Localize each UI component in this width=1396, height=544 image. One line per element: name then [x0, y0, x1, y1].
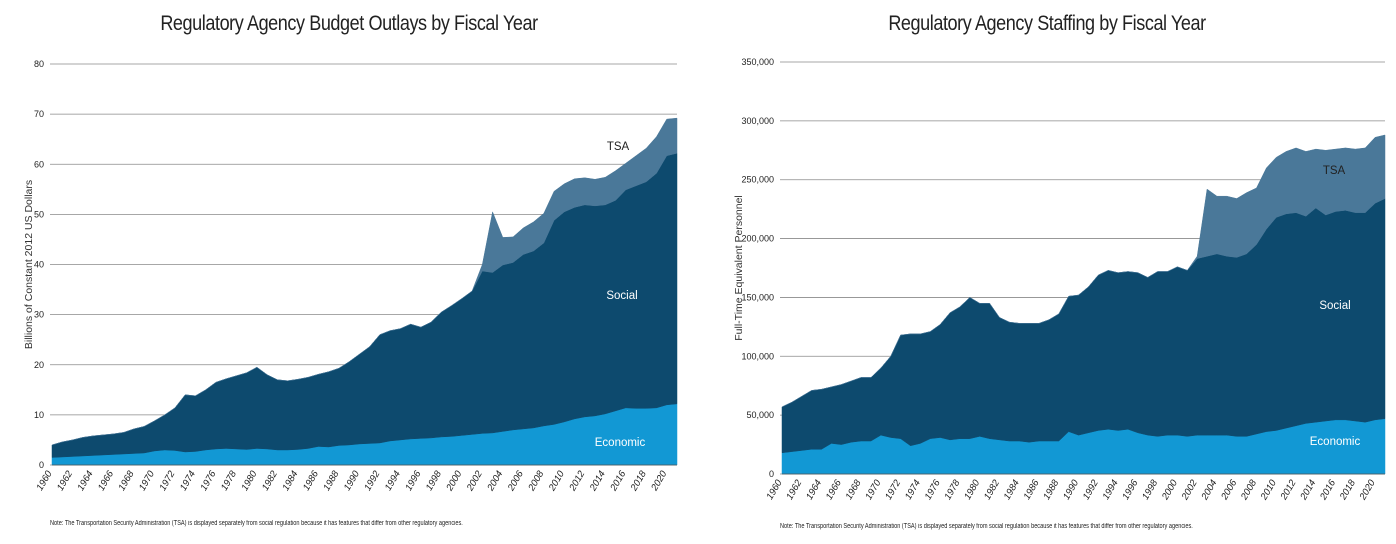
area-series-social: [781, 198, 1386, 454]
x-tick-label: 1964: [804, 478, 824, 502]
x-tick-label: 1998: [424, 468, 444, 492]
y-tick-label: 40: [34, 260, 44, 270]
y-tick-label: 0: [769, 469, 774, 479]
economic-area-label: Economic: [595, 437, 646, 449]
x-tick-label: 1976: [923, 477, 943, 501]
x-tick-label: 2018: [1337, 477, 1358, 502]
y-tick-label: 150,000: [741, 292, 774, 302]
y-tick-label: 80: [34, 59, 44, 69]
x-tick-label: 1990: [1061, 477, 1081, 501]
x-tick-label: 1996: [403, 468, 423, 492]
budget-chart-panel: Regulatory Agency Budget Outlays by Fisc…: [23, 12, 678, 527]
economic-area-label: Economic: [1310, 436, 1361, 448]
x-tick-label: 2006: [505, 468, 526, 493]
x-tick-label: 2002: [464, 468, 485, 493]
x-tick-label: 2020: [1357, 477, 1378, 502]
tsa-area-label: TSA: [607, 141, 630, 153]
x-tick-label: 1974: [903, 478, 923, 502]
area-series-tsa: [51, 117, 678, 446]
x-tick-label: 1998: [1140, 477, 1160, 501]
staffing-area-chart: 0 50,000 100,000 150,000 200,000 250,000 300,0…: [733, 57, 1386, 503]
x-tick-label: 1964: [75, 469, 95, 493]
x-tick-label: 1978: [219, 468, 239, 492]
x-tick-label: 2010: [546, 468, 567, 493]
y-axis-label: Billions of Constant 2012 US Dollars: [23, 180, 35, 349]
x-tick-label: 1984: [280, 469, 300, 493]
y-tick-label: 60: [34, 159, 44, 169]
x-tick-label: 1980: [962, 477, 982, 501]
social-area-label: Social: [606, 290, 637, 302]
x-tick-label: 2008: [526, 468, 547, 493]
y-tick-label: 200,000: [741, 234, 774, 244]
x-tick-label: 2010: [1258, 477, 1279, 502]
y-tick-label: 70: [34, 109, 44, 119]
area-series-tsa: [781, 134, 1386, 408]
x-tick-label: 1960: [765, 477, 785, 501]
y-tick-label: 50,000: [746, 410, 774, 420]
x-tick-label: 1992: [362, 468, 382, 492]
x-tick-label: 2014: [1298, 478, 1319, 503]
x-tick-label: 1976: [198, 468, 218, 492]
x-tick-label: 2000: [1159, 477, 1180, 502]
x-tick-label: 2002: [1179, 477, 1200, 502]
chart-title: Regulatory Agency Staffing by Fiscal Yea…: [888, 12, 1206, 35]
x-tick-label: 1966: [824, 477, 844, 501]
x-tick-label: 2016: [608, 468, 629, 493]
y-tick-label: 100,000: [741, 351, 774, 361]
x-tick-label: 1996: [1120, 477, 1140, 501]
x-tick-label: 1972: [883, 477, 903, 501]
x-tick-label: 2008: [1238, 477, 1259, 502]
x-tick-label: 1978: [942, 477, 962, 501]
x-tick-label: 1972: [157, 468, 177, 492]
x-tick-label: 1988: [1041, 477, 1061, 501]
chart-note: Note: The Transportation Security Admini…: [50, 520, 463, 527]
x-tick-label: 1980: [239, 468, 259, 492]
x-tick-label: 2004: [485, 469, 506, 494]
x-tick-label: 2016: [1318, 477, 1339, 502]
y-tick-label: 30: [34, 310, 44, 320]
chart-title: Regulatory Agency Budget Outlays by Fisc…: [160, 12, 538, 35]
x-tick-label: 1984: [1002, 478, 1022, 502]
chart-note: Note: The Transportation Security Admini…: [780, 523, 1193, 530]
y-tick-label: 250,000: [741, 175, 774, 185]
x-tick-label: 1988: [321, 468, 341, 492]
x-tick-label: 1962: [55, 468, 75, 492]
x-tick-label: 2006: [1219, 477, 1240, 502]
staffing-chart-panel: Regulatory Agency Staffing by Fiscal Yea…: [698, 0, 1396, 544]
x-tick-label: 2004: [1199, 478, 1220, 503]
y-tick-label: 0: [39, 460, 44, 470]
x-tick-label: 1982: [982, 477, 1002, 501]
y-tick-label: 50: [34, 209, 44, 219]
x-tick-label: 1982: [260, 468, 280, 492]
x-tick-label: 1962: [784, 477, 804, 501]
x-tick-label: 1994: [1101, 478, 1121, 502]
x-tick-label: 1990: [342, 468, 362, 492]
tsa-area-label: TSA: [1323, 165, 1346, 177]
x-tick-label: 1994: [383, 469, 403, 493]
y-tick-label: 350,000: [741, 57, 774, 67]
x-tick-label: 1992: [1081, 477, 1101, 501]
x-tick-label: 1966: [96, 468, 116, 492]
x-tick-label: 1986: [1022, 477, 1042, 501]
x-tick-label: 2000: [444, 468, 465, 493]
x-tick-label: 2020: [649, 468, 670, 493]
x-tick-label: 1974: [178, 469, 198, 493]
x-tick-label: 1968: [116, 468, 136, 492]
x-tick-label: 1960: [35, 468, 55, 492]
x-tick-label: 1986: [301, 468, 321, 492]
x-tick-label: 2018: [628, 468, 649, 493]
x-tick-label: 1970: [137, 468, 157, 492]
y-tick-label: 10: [34, 410, 44, 420]
x-tick-label: 2012: [567, 468, 588, 493]
social-area-label: Social: [1319, 300, 1350, 312]
x-tick-label: 1968: [844, 477, 864, 501]
y-axis-label: Full-Time Equivalent Personnel: [733, 195, 745, 341]
x-tick-label: 2014: [587, 469, 608, 494]
y-tick-label: 20: [34, 360, 44, 370]
x-tick-label: 2012: [1278, 477, 1299, 502]
x-tick-label: 1970: [863, 477, 883, 501]
y-tick-label: 300,000: [741, 116, 774, 126]
